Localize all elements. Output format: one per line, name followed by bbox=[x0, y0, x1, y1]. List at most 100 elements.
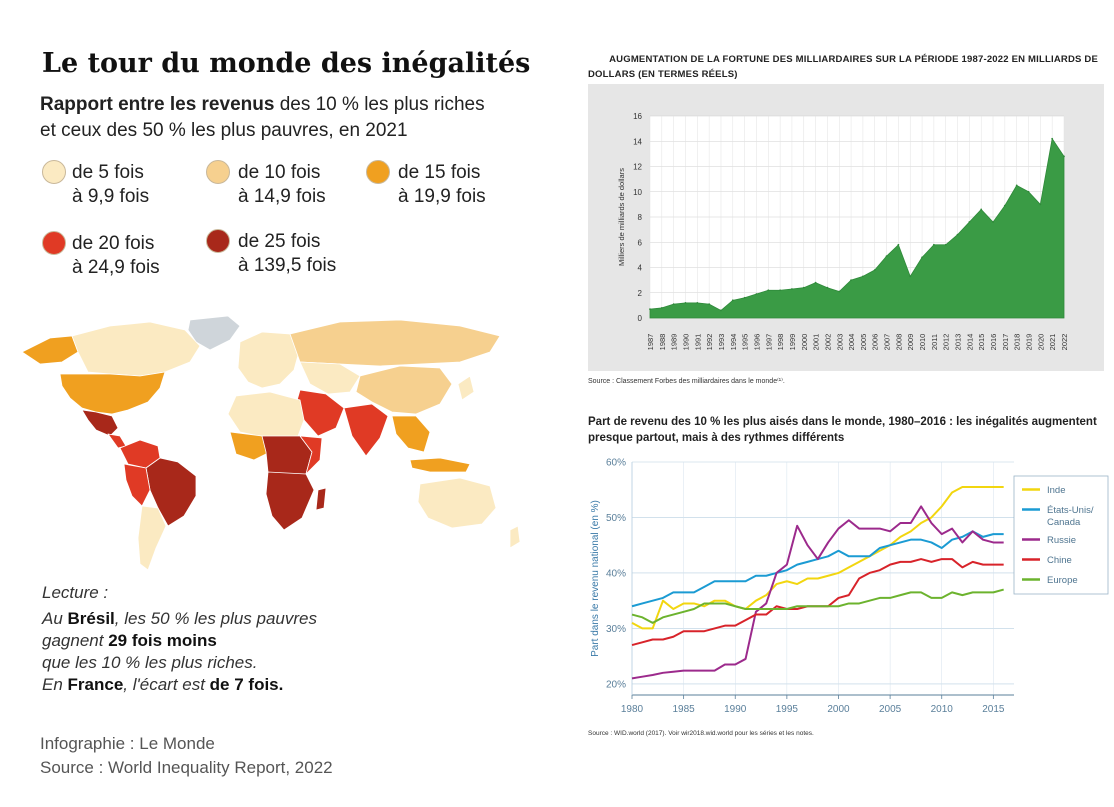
x-tick-label: 2022 bbox=[1060, 334, 1069, 351]
x-tick-label: 1990 bbox=[681, 334, 690, 351]
y-tick-label: 30% bbox=[606, 624, 626, 635]
data-point bbox=[826, 286, 829, 289]
map-credit: Infographie : Le Monde Source : World In… bbox=[40, 732, 333, 780]
reading-label: Lecture : bbox=[42, 583, 109, 602]
x-tick-label: 2009 bbox=[906, 334, 915, 351]
data-point bbox=[802, 286, 805, 289]
data-point bbox=[909, 275, 912, 278]
line-series-4 bbox=[631, 558, 1004, 647]
map-region-central-america bbox=[107, 433, 127, 449]
data-point bbox=[992, 221, 994, 223]
legend-swatch bbox=[42, 160, 66, 184]
billionaires-chart-title: AUGMENTATION DE LA FORTUNE DES MILLIARDA… bbox=[588, 52, 1098, 82]
x-tick-label: 2001 bbox=[812, 334, 821, 351]
y-tick-label: 2 bbox=[638, 289, 643, 298]
legend-swatch bbox=[42, 231, 66, 255]
y-tick-label: 6 bbox=[638, 238, 643, 247]
x-tick-label: 1987 bbox=[646, 334, 655, 351]
map-region-australia bbox=[417, 477, 497, 529]
x-tick-label: 1992 bbox=[705, 334, 714, 351]
x-tick-label: 2016 bbox=[989, 334, 998, 351]
map-region-europe bbox=[237, 331, 301, 389]
x-tick-label: 2012 bbox=[942, 334, 951, 351]
map-region-middle-east bbox=[295, 389, 345, 437]
data-point bbox=[862, 275, 864, 278]
map-region-usa bbox=[59, 371, 166, 415]
x-tick-label: 2021 bbox=[1048, 334, 1057, 351]
x-tick-label: 2007 bbox=[883, 334, 892, 351]
x-tick-label: 2006 bbox=[871, 334, 880, 351]
x-tick-label: 1999 bbox=[788, 334, 797, 351]
legend-label: Canada bbox=[1047, 517, 1081, 528]
x-tick-label: 2018 bbox=[1013, 334, 1022, 351]
data-point bbox=[696, 301, 699, 304]
y-tick-label: 40% bbox=[606, 568, 626, 579]
income-share-chart-title: Part de revenu des 10 % les plus aisés d… bbox=[588, 414, 1098, 446]
legend-swatch bbox=[206, 160, 230, 184]
data-point bbox=[956, 233, 959, 236]
map-region-east-africa bbox=[299, 435, 323, 475]
legend-line2: à 24,9 fois bbox=[72, 257, 160, 278]
x-tick-label: 2014 bbox=[965, 334, 974, 351]
x-tick-label: 2003 bbox=[835, 334, 844, 351]
map-region-mexico bbox=[81, 409, 119, 437]
legend-label: États-Unis/ bbox=[1047, 505, 1094, 516]
data-point bbox=[720, 309, 722, 312]
y-axis-label: Part dans le revenu national (en %) bbox=[590, 500, 601, 657]
map-region-madagascar bbox=[315, 487, 327, 511]
x-tick-label: 2010 bbox=[931, 704, 954, 715]
map-region-japan bbox=[457, 375, 475, 401]
map-title: Le tour du monde des inégalités bbox=[42, 48, 531, 79]
data-point bbox=[968, 221, 971, 223]
legend-swatch bbox=[366, 160, 390, 184]
y-tick-label: 16 bbox=[633, 112, 642, 121]
map-region-brazil bbox=[145, 457, 197, 527]
map-region-indonesia bbox=[409, 457, 471, 473]
reading-line-1: Au Brésil, les 50 % les plus pauvres bbox=[42, 609, 317, 628]
data-point bbox=[814, 281, 817, 284]
x-tick-label: 1993 bbox=[717, 334, 726, 351]
map-region-southeast-asia bbox=[391, 415, 431, 453]
data-point bbox=[873, 269, 876, 271]
x-tick-label: 2011 bbox=[930, 334, 939, 350]
y-tick-label: 14 bbox=[633, 137, 642, 146]
data-point bbox=[791, 288, 793, 290]
data-point bbox=[672, 303, 675, 306]
x-tick-label: 2002 bbox=[823, 334, 832, 351]
legend-line2: à 9,9 fois bbox=[72, 186, 150, 207]
data-point bbox=[708, 303, 711, 306]
map-region-canada bbox=[71, 321, 201, 377]
billionaires-title-line2: DOLLARS (EN TERMES RÉELS) bbox=[588, 69, 738, 80]
credit-infographic: Infographie : Le Monde bbox=[40, 734, 215, 753]
reading-line-2: gagnent 29 fois moins bbox=[42, 631, 217, 650]
legend-line2: à 139,5 fois bbox=[238, 255, 337, 276]
x-tick-label: 2015 bbox=[977, 334, 986, 351]
share-title-line2: presque partout, mais à des rythmes diff… bbox=[588, 432, 845, 444]
billionaires-title-line1: AUGMENTATION DE LA FORTUNE DES MILLIARDA… bbox=[609, 54, 1098, 65]
data-point bbox=[944, 243, 947, 246]
y-tick-label: 8 bbox=[638, 213, 643, 222]
map-subtitle-bold: Rapport entre les revenus bbox=[40, 94, 275, 115]
y-tick-label: 12 bbox=[633, 163, 642, 172]
data-point bbox=[1063, 155, 1065, 158]
reading-note: Lecture : Au Brésil, les 50 % les plus p… bbox=[42, 582, 317, 696]
data-point bbox=[980, 208, 983, 211]
data-point bbox=[1003, 204, 1006, 207]
data-point bbox=[1039, 203, 1042, 206]
data-point bbox=[743, 296, 746, 299]
x-tick-label: 1998 bbox=[776, 334, 785, 351]
map-region-west-africa bbox=[229, 431, 271, 461]
data-point bbox=[932, 243, 935, 246]
line-series-3 bbox=[631, 505, 1004, 680]
legend-box bbox=[1013, 475, 1109, 595]
data-point bbox=[649, 308, 651, 311]
legend-line1: de 5 fois bbox=[72, 162, 144, 183]
x-tick-label: 2000 bbox=[800, 334, 809, 351]
map-subtitle: Rapport entre les revenus des 10 % les p… bbox=[40, 92, 540, 144]
x-tick-label: 1985 bbox=[672, 704, 695, 715]
data-point bbox=[1015, 184, 1018, 187]
x-tick-label: 1995 bbox=[776, 704, 799, 715]
x-tick-label: 1980 bbox=[621, 704, 644, 715]
x-tick-label: 2000 bbox=[827, 704, 850, 715]
